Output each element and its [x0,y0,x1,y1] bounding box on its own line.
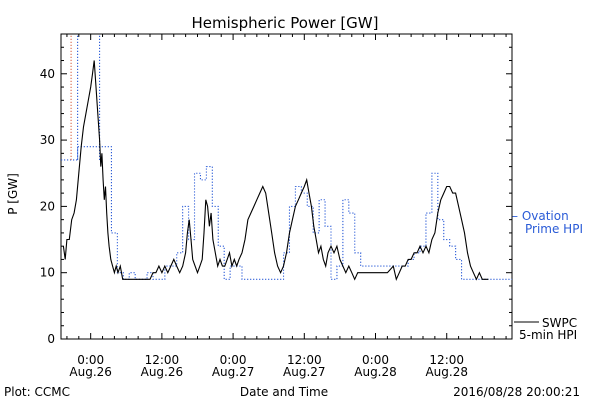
x-tick-label-date: Aug.26 [69,365,112,379]
timestamp: 2016/08/28 20:00:21 [453,385,580,399]
x-tick-label-date: Aug.28 [354,365,397,379]
y-tick-label: 0 [47,332,55,346]
chart-title: Hemispheric Power [GW] [192,14,379,32]
x-tick-label-date: Aug.26 [141,365,184,379]
x-tick-label-time: 0:00 [220,353,247,367]
x-axis-label: Date and Time [240,385,328,399]
series-layer [61,34,512,282]
x-tick-label-time: 12:00 [145,353,180,367]
y-tick-label: 40 [40,67,55,81]
legend: – Ovation Prime HPI SWPC 5-min HPI [512,209,583,342]
x-tick-label-time: 0:00 [77,353,104,367]
x-tick-label-time: 12:00 [429,353,464,367]
y-tick-label: 30 [40,133,55,147]
plot-credit: Plot: CCMC [4,385,70,399]
x-tick-label-date: Aug.28 [425,365,468,379]
legend-ovation-line2: Prime HPI [525,222,583,236]
axes: 0102030400:00Aug.2612:00Aug.260:00Aug.27… [40,33,513,379]
x-tick-label-date: Aug.27 [283,365,326,379]
legend-swpc-line2: 5-min HPI [519,328,577,342]
x-tick-label-time: 0:00 [362,353,389,367]
legend-ovation-line1: – Ovation [512,209,569,223]
y-tick-label: 20 [40,199,55,213]
x-tick-label-date: Aug.27 [212,365,255,379]
legend-swpc-line1: SWPC [542,316,577,330]
y-tick-label: 10 [40,266,55,280]
x-tick-label-time: 12:00 [287,353,322,367]
series-swpc-line [62,60,489,282]
series-ovation-prime-line [61,146,512,280]
plot-frame [60,33,513,340]
y-axis-label: P [GW] [6,173,20,215]
